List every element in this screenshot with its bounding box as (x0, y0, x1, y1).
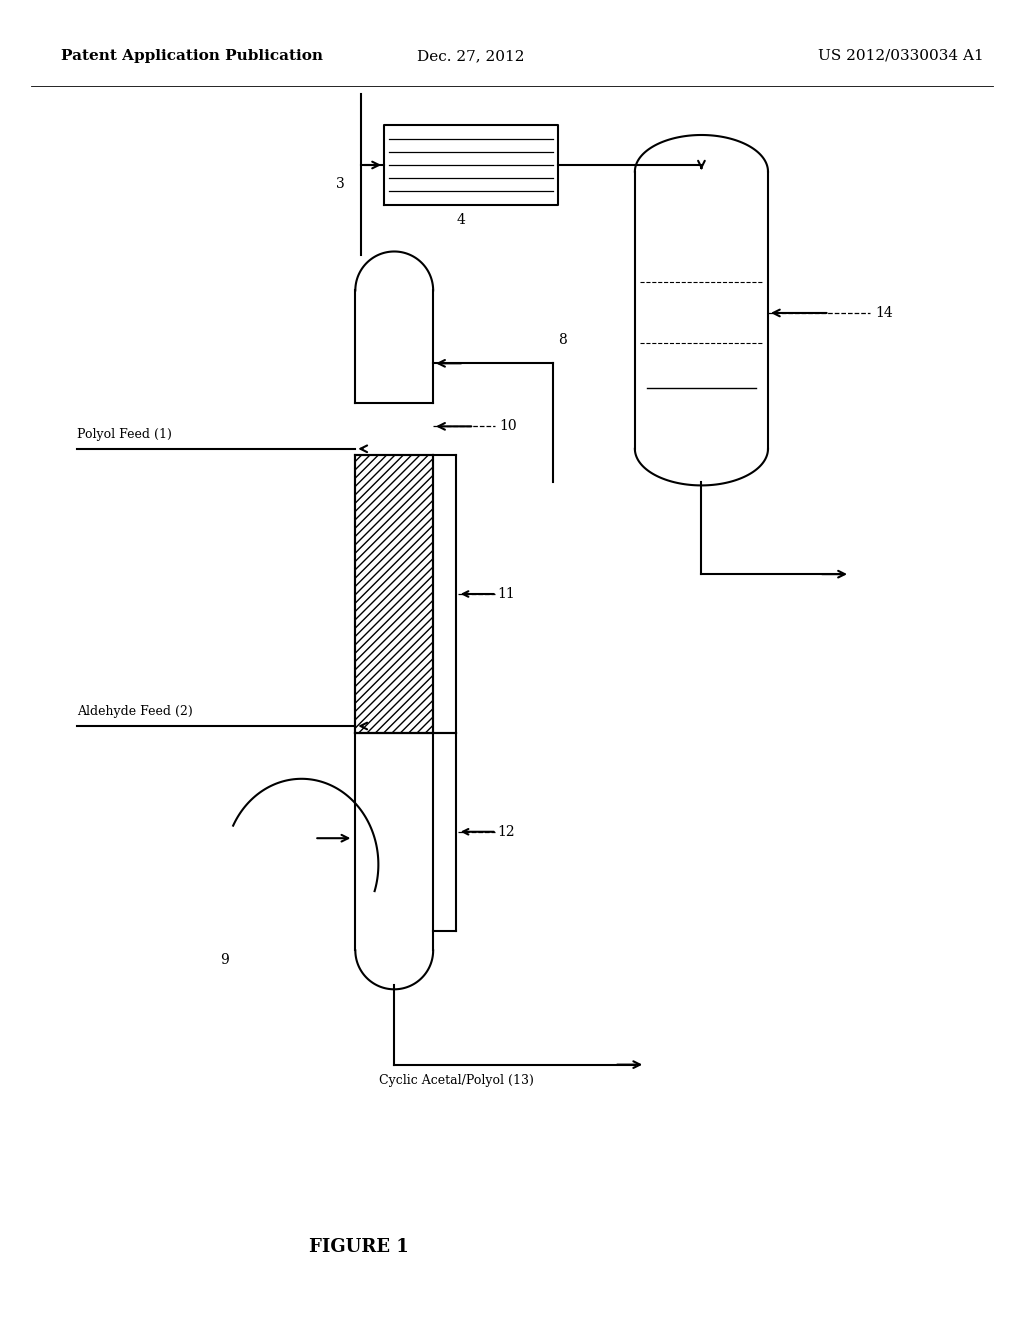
Bar (355, 455, 433, 733)
Text: 14: 14 (876, 306, 893, 319)
Text: 11: 11 (498, 587, 515, 601)
Text: Cyclic Acetal/Polyol (13): Cyclic Acetal/Polyol (13) (379, 1074, 534, 1088)
Text: 9: 9 (220, 953, 229, 966)
Text: US 2012/0330034 A1: US 2012/0330034 A1 (818, 49, 984, 63)
Text: Aldehyde Feed (2): Aldehyde Feed (2) (77, 705, 193, 718)
Text: FIGURE 1: FIGURE 1 (308, 1238, 409, 1257)
Text: 12: 12 (498, 825, 515, 838)
Text: 8: 8 (558, 333, 567, 347)
Text: Dec. 27, 2012: Dec. 27, 2012 (418, 49, 524, 63)
Text: 4: 4 (457, 214, 465, 227)
Text: 10: 10 (500, 420, 517, 433)
Text: Polyol Feed (1): Polyol Feed (1) (77, 428, 172, 441)
Text: 3: 3 (336, 177, 345, 191)
Text: Patent Application Publication: Patent Application Publication (61, 49, 324, 63)
